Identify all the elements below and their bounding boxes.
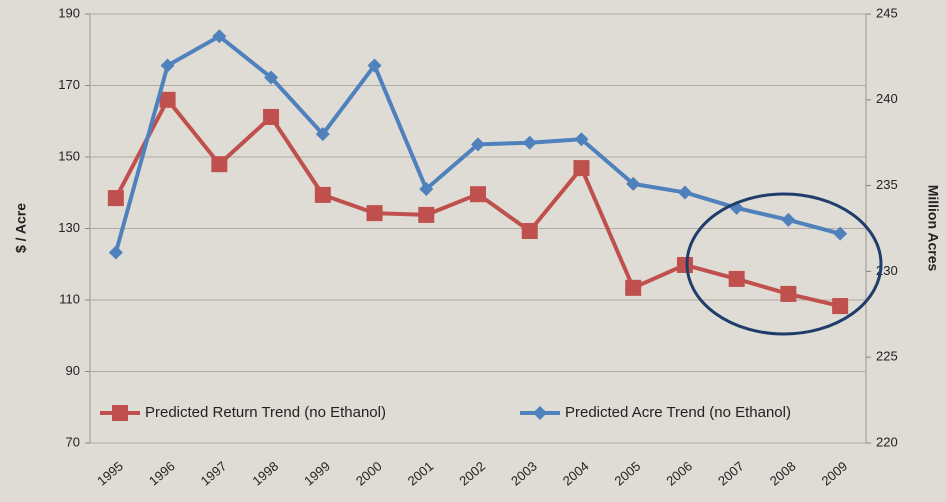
data-point: [159, 91, 176, 108]
y-tick-label: 90: [66, 363, 80, 378]
y2-tick-label: 220: [876, 434, 898, 449]
x-tick-label: 1998: [249, 458, 281, 488]
highlight-ellipse: [685, 192, 883, 336]
x-tick-label: 2007: [715, 458, 747, 488]
data-point: [833, 226, 848, 241]
data-point: [522, 135, 537, 150]
data-point: [212, 29, 227, 44]
data-point: [626, 176, 641, 191]
x-tick-label: 2005: [612, 458, 644, 488]
data-point: [160, 58, 175, 73]
data-point: [107, 190, 124, 207]
y-tick-label: 110: [59, 291, 80, 306]
data-point: [418, 206, 435, 223]
data-point: [264, 70, 279, 85]
legend-label: Predicted Acre Trend (no Ethanol): [565, 404, 791, 421]
y-tick-label: 170: [58, 77, 80, 92]
x-tick-label: 2004: [560, 458, 592, 488]
data-point: [315, 127, 330, 142]
data-point: [471, 137, 485, 152]
data-point: [781, 212, 796, 227]
data-point: [366, 205, 383, 222]
y-tick-label: 150: [58, 148, 80, 163]
x-tick-label: 2009: [818, 458, 850, 488]
data-point: [832, 298, 849, 315]
legend-marker: [533, 406, 547, 420]
x-tick-label: 2003: [508, 458, 540, 488]
y2-tick-label: 245: [876, 5, 898, 20]
x-tick-label: 1997: [198, 458, 230, 488]
y-tick-label: 130: [58, 220, 80, 235]
x-tick-label: 2001: [405, 458, 437, 488]
y-tick-label: 190: [58, 5, 80, 20]
x-tick-label: 2000: [353, 458, 385, 488]
data-point: [677, 185, 692, 200]
data-point: [521, 223, 538, 240]
y2-axis-title: Million Acres: [925, 185, 941, 272]
data-point: [314, 186, 331, 203]
y-axis-title: $ / Acre: [13, 203, 29, 253]
data-point: [367, 58, 382, 73]
x-tick-label: 2002: [456, 458, 488, 488]
data-point: [574, 132, 589, 147]
data-point: [211, 156, 228, 173]
legend-marker: [112, 405, 128, 421]
data-point: [470, 186, 486, 203]
data-point: [419, 182, 434, 197]
legend-label: Predicted Return Trend (no Ethanol): [145, 404, 386, 421]
y2-tick-label: 240: [876, 91, 898, 106]
data-point: [780, 285, 797, 302]
x-tick-label: 2006: [663, 458, 695, 488]
data-point: [728, 270, 745, 287]
x-tick-label: 1995: [94, 458, 126, 488]
data-point: [625, 279, 642, 296]
y-tick-label: 70: [66, 434, 80, 449]
data-point: [263, 108, 280, 125]
x-tick-label: 2008: [767, 458, 799, 488]
x-tick-label: 1996: [146, 458, 178, 488]
y2-tick-label: 235: [876, 177, 898, 192]
y2-tick-label: 225: [876, 349, 898, 364]
data-point: [676, 256, 693, 273]
data-point: [108, 245, 123, 260]
x-tick-label: 1999: [301, 458, 333, 488]
data-point: [573, 160, 590, 177]
